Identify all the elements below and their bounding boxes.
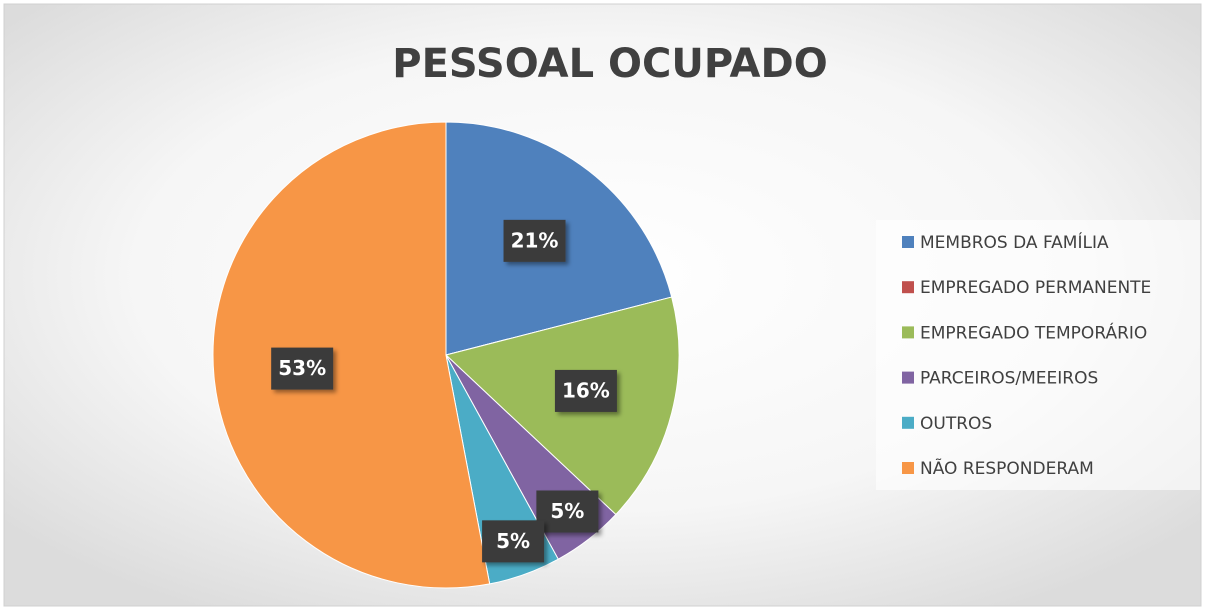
legend-label: PARCEIROS/MEEIROS (920, 369, 1098, 389)
legend-box (876, 220, 1200, 490)
data-label-box (536, 490, 599, 533)
data-label-box (503, 219, 566, 262)
data-label: 16% (562, 378, 610, 402)
legend-swatch (902, 416, 914, 429)
legend-swatch (902, 371, 914, 384)
legend-label: EMPREGADO TEMPORÁRIO (920, 321, 1147, 343)
legend-swatch (902, 236, 914, 248)
data-label-box (271, 347, 334, 390)
chart-title: PESSOAL OCUPADO (392, 41, 827, 87)
legend-swatch (902, 462, 914, 474)
legend-swatch (902, 326, 914, 339)
legend-label: MEMBROS DA FAMÍLIA (920, 231, 1109, 253)
data-label: 53% (278, 356, 326, 380)
data-label: 21% (511, 228, 559, 252)
legend-label: OUTROS (920, 414, 992, 434)
pie-slice (212, 121, 491, 589)
data-label-box (554, 369, 617, 412)
data-label: 5% (550, 499, 584, 523)
legend-swatch (902, 281, 914, 294)
legend-label: NÃO RESPONDERAM (920, 457, 1094, 479)
data-label-box (482, 520, 545, 563)
data-label: 5% (496, 529, 530, 553)
legend-label: EMPREGADO PERMANENTE (920, 278, 1151, 298)
